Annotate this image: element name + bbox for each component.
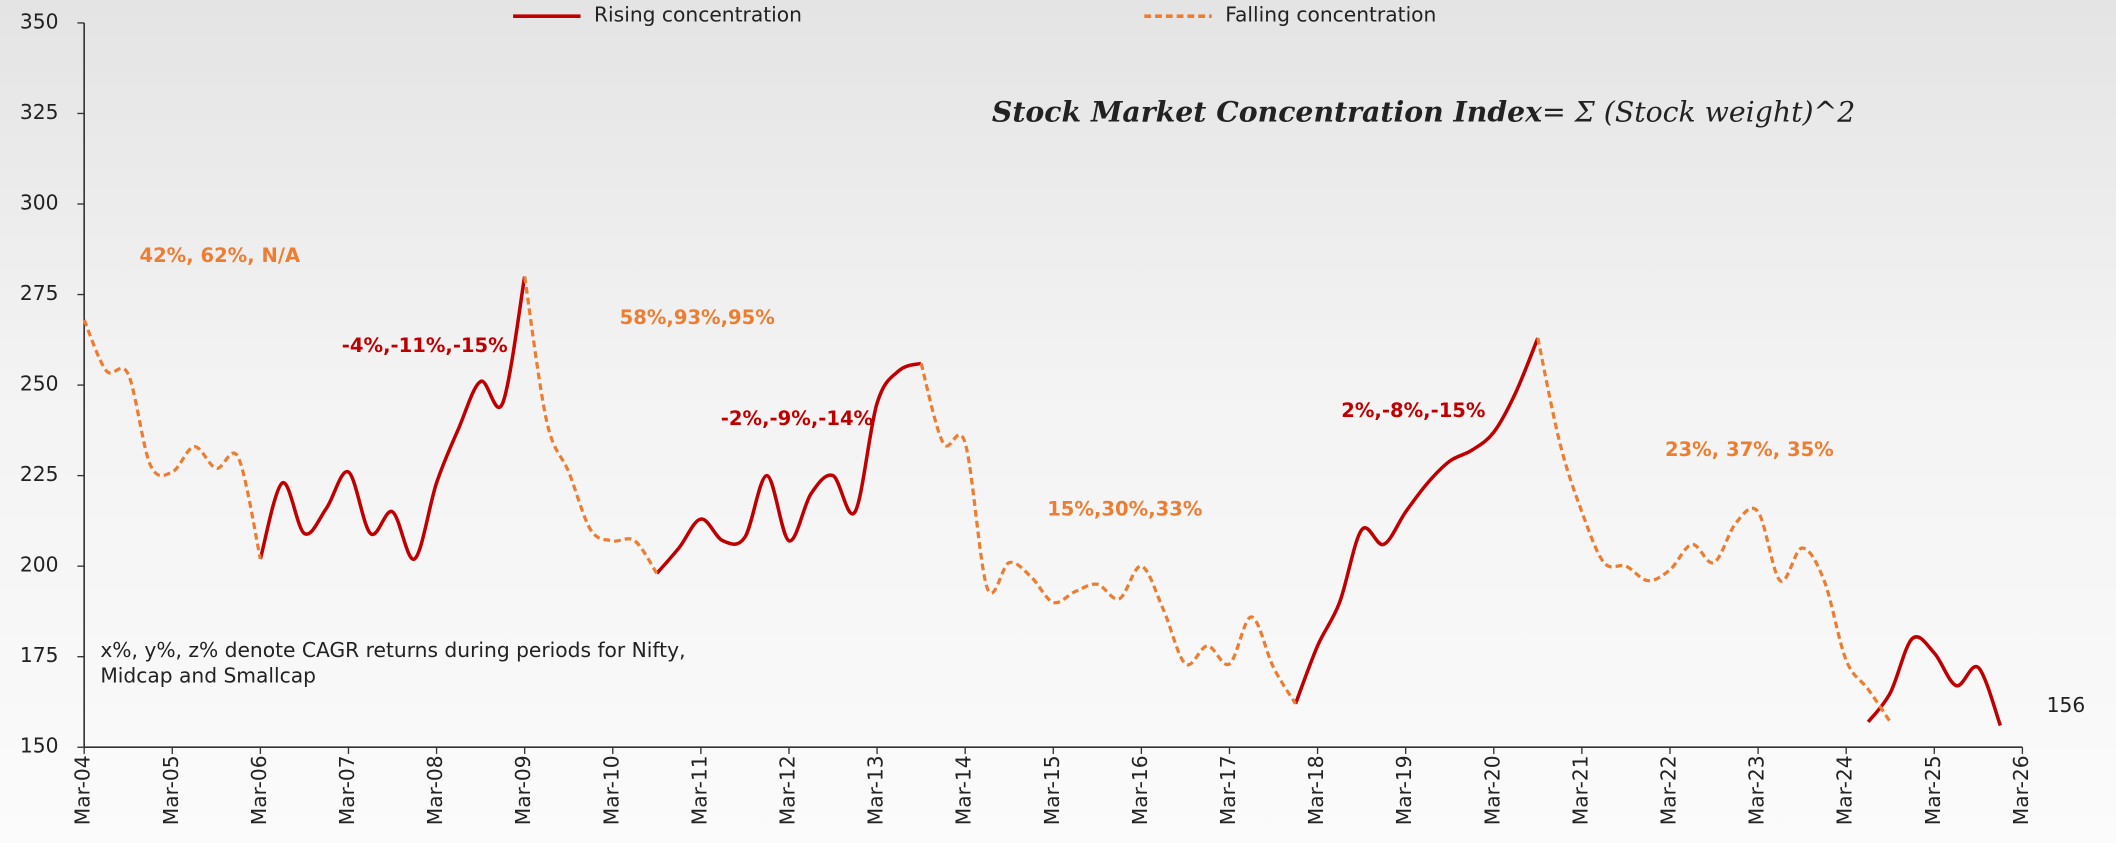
x-tick-label: Mar-13	[864, 755, 888, 825]
x-tick-label: Mar-16	[1128, 755, 1152, 825]
end-label: 156	[2047, 693, 2086, 717]
x-tick-label: Mar-09	[511, 755, 535, 825]
x-tick-label: Mar-11	[687, 755, 711, 825]
x-tick-label: Mar-14	[952, 755, 976, 825]
annotation: 2%,-8%,-15%	[1341, 399, 1485, 422]
y-tick-label: 350	[20, 9, 59, 33]
series-line	[258, 276, 2003, 727]
x-tick-label: Mar-07	[335, 755, 359, 825]
x-tick-label: Mar-12	[775, 755, 799, 825]
annotation: -2%,-9%,-14%	[721, 407, 873, 430]
chart-title: Stock Market Concentration Index= Σ (Sto…	[992, 94, 1855, 128]
x-tick-label: Mar-26	[2009, 755, 2033, 825]
x-tick-label: Mar-08	[423, 755, 447, 825]
x-tick-label: Mar-21	[1568, 755, 1592, 825]
x-tick-label: Mar-05	[159, 755, 183, 825]
title-formula: = Σ (Stock weight)^2	[1542, 95, 1855, 128]
y-tick-label: 300	[20, 191, 59, 215]
x-tick-label: Mar-15	[1040, 755, 1064, 825]
x-tick-label: Mar-19	[1392, 755, 1416, 825]
x-tick-label: Mar-24	[1833, 755, 1857, 825]
annotation: 15%,30%,33%	[1047, 497, 1202, 520]
note: Midcap and Smallcap	[100, 664, 316, 688]
legend-label: Falling concentration	[1225, 3, 1436, 27]
annotation: -4%,-11%,-15%	[342, 334, 508, 357]
x-tick-label: Mar-17	[1216, 755, 1240, 825]
x-tick-label: Mar-18	[1304, 755, 1328, 825]
x-tick-label: Mar-06	[247, 755, 271, 825]
y-tick-label: 275	[20, 281, 59, 305]
y-tick-label: 150	[20, 734, 59, 758]
annotation: 42%, 62%, N/A	[139, 244, 301, 267]
annotation: 58%,93%,95%	[620, 306, 775, 329]
y-tick-label: 325	[20, 100, 59, 124]
x-tick-label: Mar-23	[1745, 755, 1769, 825]
legend-label: Rising concentration	[594, 3, 802, 27]
annotation: 23%, 37%, 35%	[1665, 438, 1834, 461]
title-main: Stock Market Concentration Index	[992, 94, 1543, 128]
x-tick-label: Mar-20	[1480, 755, 1504, 825]
x-tick-label: Mar-10	[599, 755, 623, 825]
y-tick-label: 250	[20, 372, 59, 396]
x-tick-label: Mar-22	[1656, 755, 1680, 825]
y-tick-label: 200	[20, 553, 59, 577]
note: x%, y%, z% denote CAGR returns during pe…	[100, 638, 685, 662]
y-tick-label: 225	[20, 462, 59, 486]
x-tick-label: Mar-25	[1921, 755, 1945, 825]
series-line	[82, 276, 1892, 723]
x-tick-label: Mar-04	[71, 755, 95, 825]
y-tick-label: 175	[20, 643, 59, 667]
